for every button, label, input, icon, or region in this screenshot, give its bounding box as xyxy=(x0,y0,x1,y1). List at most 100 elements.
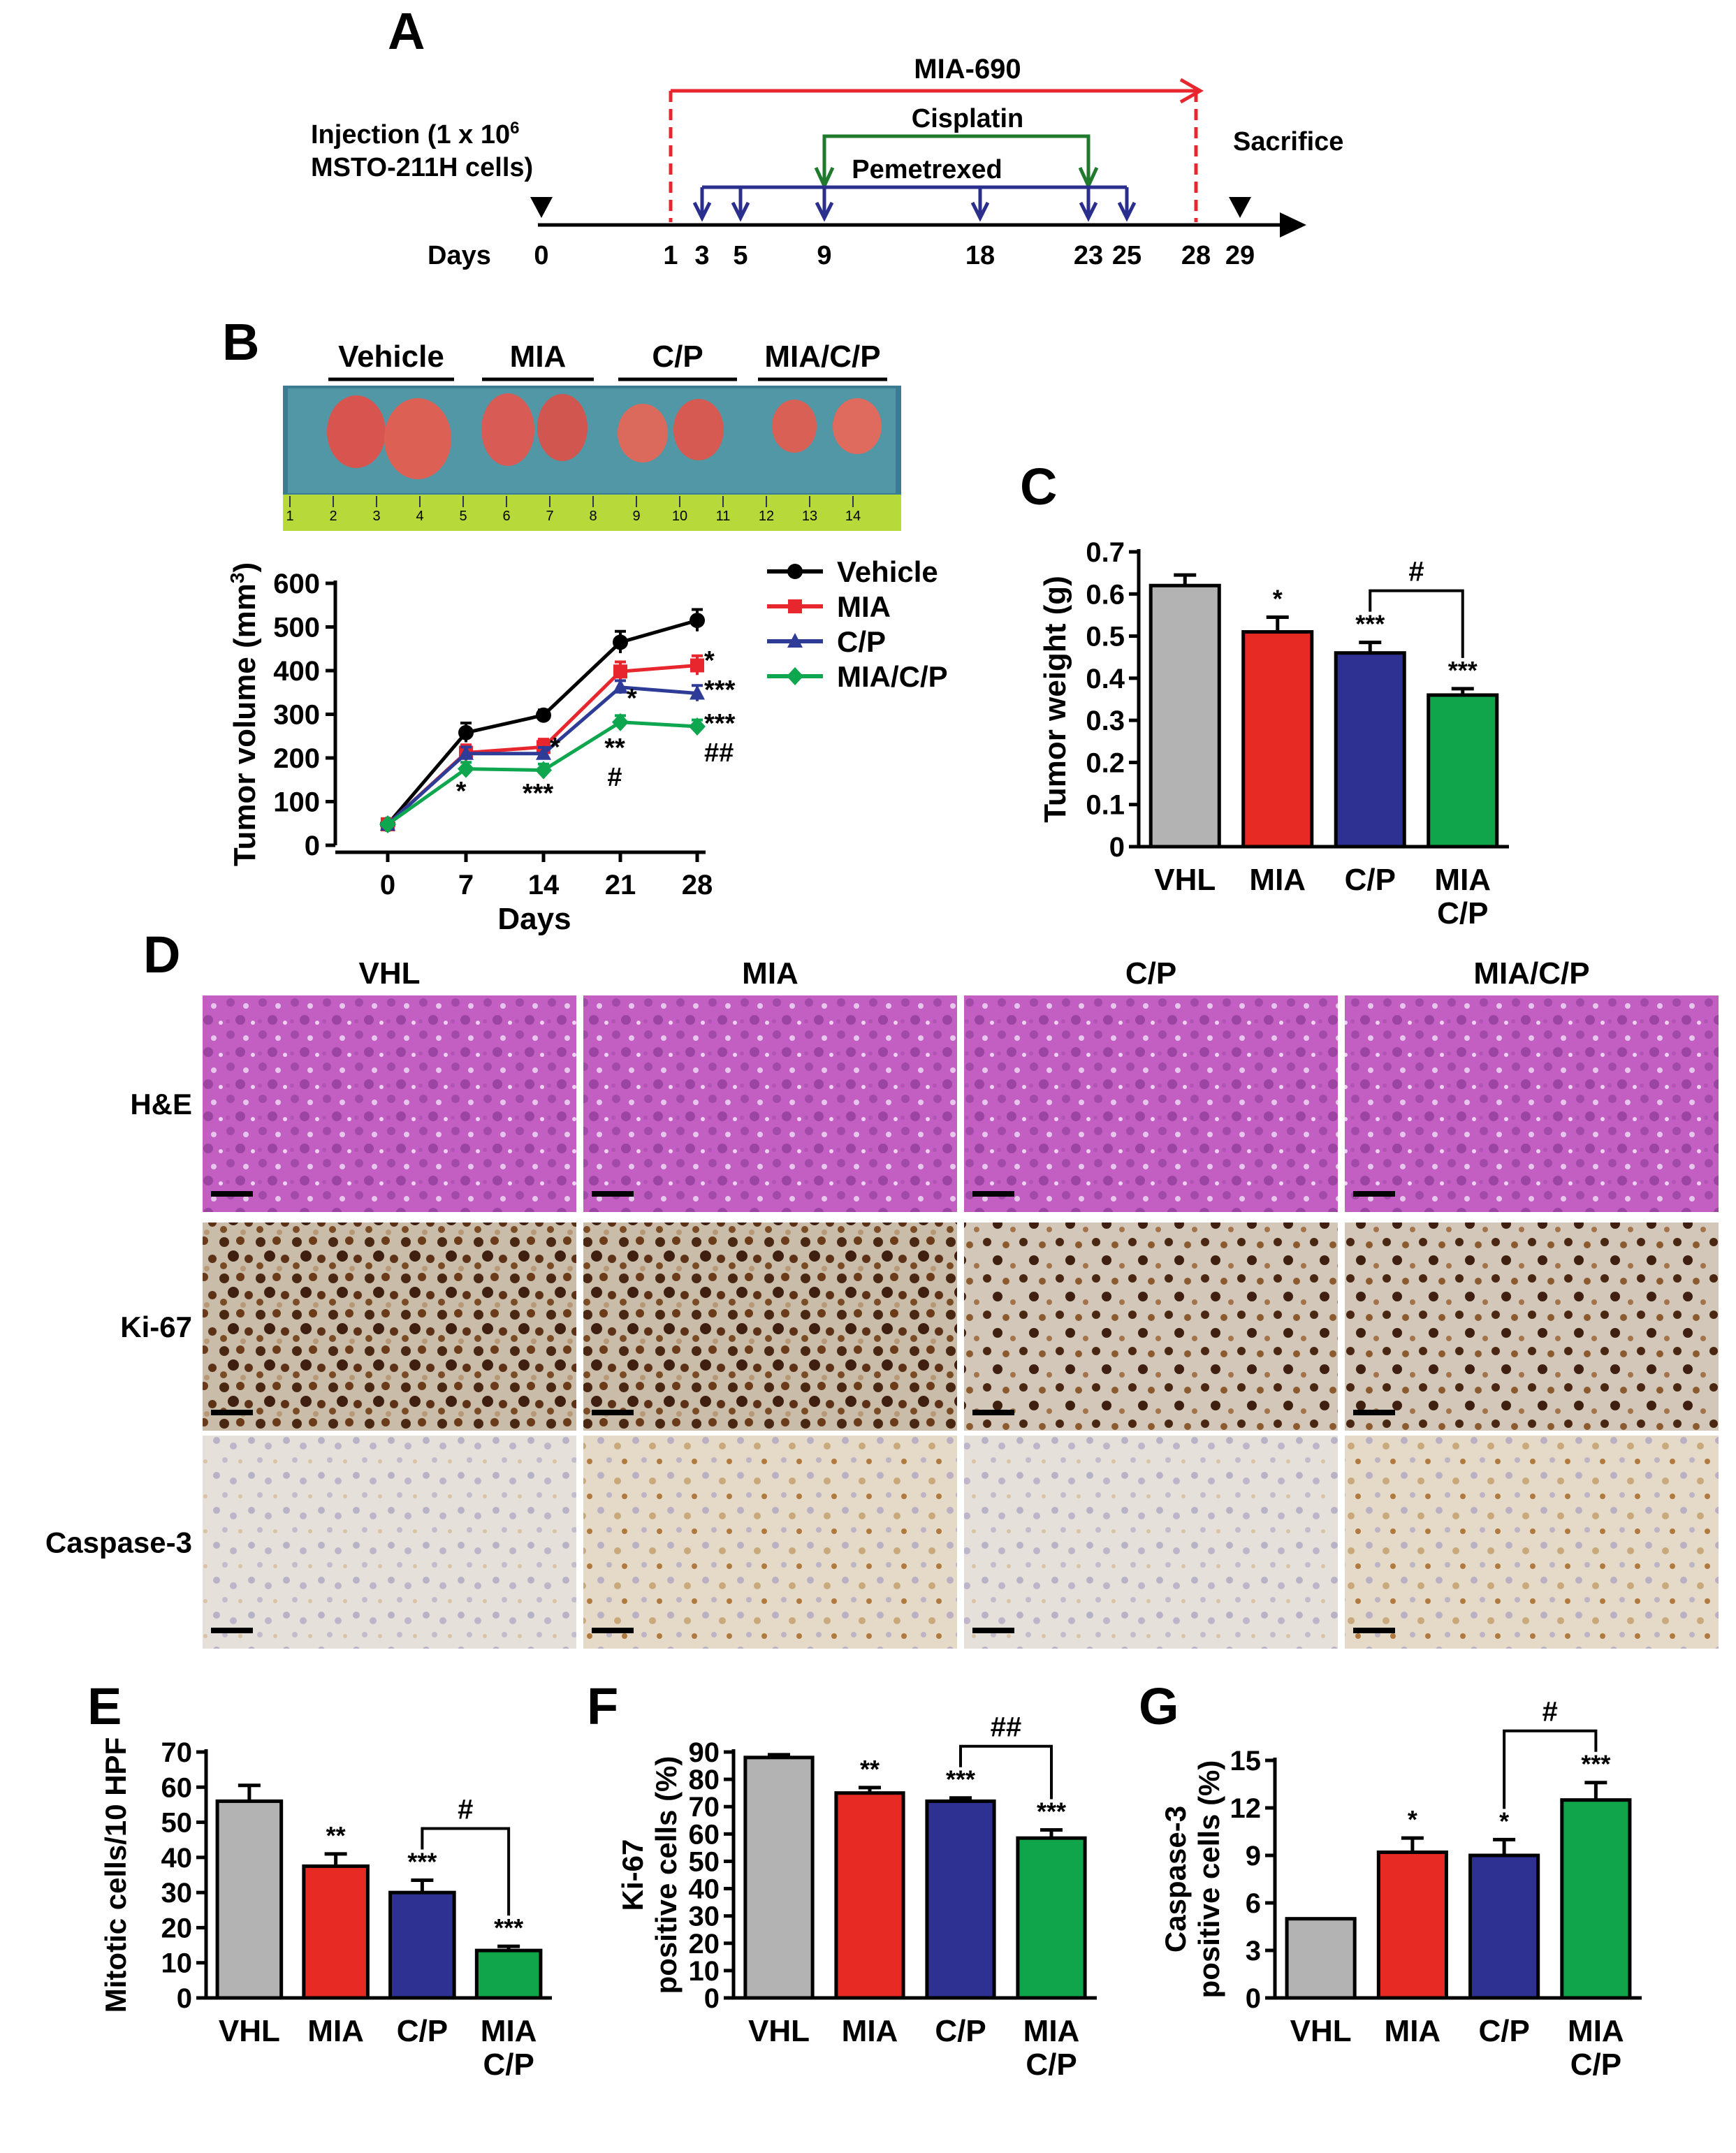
caspase3-chart: 0 3 6 9 12 15 Caspase-3 positive cells (%) VHL * M… xyxy=(1159,1697,1642,2082)
bar-y-tick-label: 12 xyxy=(1230,1793,1262,1824)
bar-y-axis-label: Tumor weight (g) xyxy=(1038,576,1072,823)
bar-category-label: MIA xyxy=(307,2014,364,2048)
bar-significance-mark: *** xyxy=(1037,1797,1066,1825)
bar-2 xyxy=(1334,651,1406,849)
bar-y-tick-label: 60 xyxy=(689,1819,720,1850)
bar-y-tick-label: 40 xyxy=(161,1843,193,1874)
b-point xyxy=(458,759,474,778)
bar-category-label: MIA xyxy=(481,2014,537,2048)
tumor-cp-1 xyxy=(618,404,668,462)
mia690-label: MIA-690 xyxy=(914,54,1021,85)
bar-category-label: C/P xyxy=(1437,896,1488,930)
bar-category-label: MIA xyxy=(1023,2014,1080,2048)
mitotic-cells-chart: 0 10 20 30 40 50 60 70 Mitotic cells/10 HPF VHL **… xyxy=(99,1737,552,2082)
bar-category-label: MIA xyxy=(842,2014,898,2048)
tumor-mia-2 xyxy=(537,394,588,461)
ruler-number-9: 9 xyxy=(632,509,640,524)
bar-category-label: C/P xyxy=(1026,2048,1077,2082)
b-significance-mark: *** xyxy=(523,779,554,808)
tumor-photograph: 1 2 3 4 5 6 7 8 9 10 11 12 13 14 xyxy=(283,386,901,531)
ruler-number-14: 14 xyxy=(845,509,861,524)
tumor-miacp-1 xyxy=(772,400,817,453)
bar-1 xyxy=(302,1864,370,2000)
bar-1 xyxy=(834,1791,905,2000)
histology-image xyxy=(1345,995,1719,1212)
bar-y-tick-label: 0 xyxy=(177,1983,192,2014)
bar-1 xyxy=(1241,630,1314,849)
tumor-cp-2 xyxy=(673,399,724,460)
b-significance-mark: * xyxy=(456,777,467,806)
histology-scale-bar xyxy=(972,1410,1014,1415)
bar-0 xyxy=(743,1756,815,2000)
photo-label-2: C/P xyxy=(652,340,703,374)
b-point xyxy=(379,815,396,833)
b-x-tick-label: 0 xyxy=(380,870,395,900)
b-legend-marker xyxy=(788,599,802,613)
bar-category-label: C/P xyxy=(1478,2014,1529,2048)
histology-scale-bar xyxy=(1353,1410,1395,1415)
histology-scale-bar xyxy=(972,1191,1014,1197)
bar-significance-mark: *** xyxy=(407,1848,437,1876)
ruler-number-3: 3 xyxy=(372,509,380,524)
bar-category-label: C/P xyxy=(1345,863,1396,897)
photo-label-3: MIA/C/P xyxy=(764,340,880,374)
timeline-axis-arrowhead xyxy=(1280,212,1306,238)
b-point xyxy=(690,685,705,700)
bar-y-tick-label: 50 xyxy=(161,1808,193,1839)
b-point xyxy=(458,745,474,760)
bar-y-tick-label: 0.6 xyxy=(1086,579,1125,610)
tumor-volume-chart: 0 100 200 300 400 500 600 0 7 14 21 28 Days Tumor vol… xyxy=(226,562,736,936)
bar-y-tick-label: 70 xyxy=(689,1792,720,1823)
histology-image xyxy=(964,1436,1338,1649)
bar-comparison-bracket xyxy=(1369,589,1464,658)
bar-significance-mark: * xyxy=(1499,1807,1509,1835)
bar-3 xyxy=(1016,1836,1087,2000)
bar-significance-mark: *** xyxy=(946,1765,975,1794)
bar-y-tick-label: 10 xyxy=(161,1948,193,1979)
b-significance-mark: ## xyxy=(704,738,734,768)
ruler-number-11: 11 xyxy=(716,509,731,524)
cisplatin-label: Cisplatin xyxy=(912,104,1023,133)
b-y-tick-label: 200 xyxy=(273,743,320,774)
timeline-day-23: 23 xyxy=(1074,241,1103,270)
mia690-arrowhead xyxy=(1179,78,1204,104)
bar-2 xyxy=(388,1890,456,2000)
b-y-tick-label: 0 xyxy=(305,831,320,861)
b-x-tick-label: 21 xyxy=(605,870,636,900)
pemetrexed-arrowhead-25 xyxy=(1117,201,1137,222)
histology-scale-bar xyxy=(592,1410,634,1415)
timeline-day-18: 18 xyxy=(965,241,995,270)
histology-row-label-1: Ki-67 xyxy=(120,1311,192,1343)
cisplatin-bracket xyxy=(822,134,1091,183)
histology-image xyxy=(583,1223,957,1431)
timeline-day-9: 9 xyxy=(817,241,831,270)
injection-label: Injection (1 x 106 xyxy=(311,119,519,149)
bar-y-tick-label: 3 xyxy=(1246,1936,1261,1966)
ruler-number-7: 7 xyxy=(546,509,553,524)
panel-letter-c: C xyxy=(1020,458,1057,516)
histology-image xyxy=(203,1436,576,1649)
injection-arrow xyxy=(530,197,553,218)
histology-row-label-0: H&E xyxy=(130,1088,192,1121)
photo-ruler xyxy=(283,495,901,531)
b-legend-label: Vehicle xyxy=(837,555,938,588)
bar-significance-mark: *** xyxy=(1355,610,1385,638)
bar-category-label: VHL xyxy=(748,2014,810,2048)
b-legend-label: C/P xyxy=(837,625,886,658)
bar-3 xyxy=(1427,693,1499,849)
histology-image xyxy=(1345,1223,1719,1431)
b-point xyxy=(612,713,629,731)
ruler-number-13: 13 xyxy=(802,509,817,524)
histology-scale-bar xyxy=(1353,1628,1395,1633)
bar-2 xyxy=(1468,1853,1540,2000)
b-point xyxy=(535,761,552,780)
bar-3 xyxy=(1560,1798,1632,2000)
pemetrexed-arrowhead-23 xyxy=(1079,201,1098,222)
bar-significance-mark: *** xyxy=(1448,656,1478,685)
bar-3 xyxy=(474,1948,543,2000)
photo-label-0: Vehicle xyxy=(338,340,444,374)
bar-y-axis-label-line1: Caspase-3 xyxy=(1159,1806,1192,1953)
bar-y-tick-label: 0.7 xyxy=(1086,537,1125,568)
histology-image xyxy=(964,1223,1338,1431)
